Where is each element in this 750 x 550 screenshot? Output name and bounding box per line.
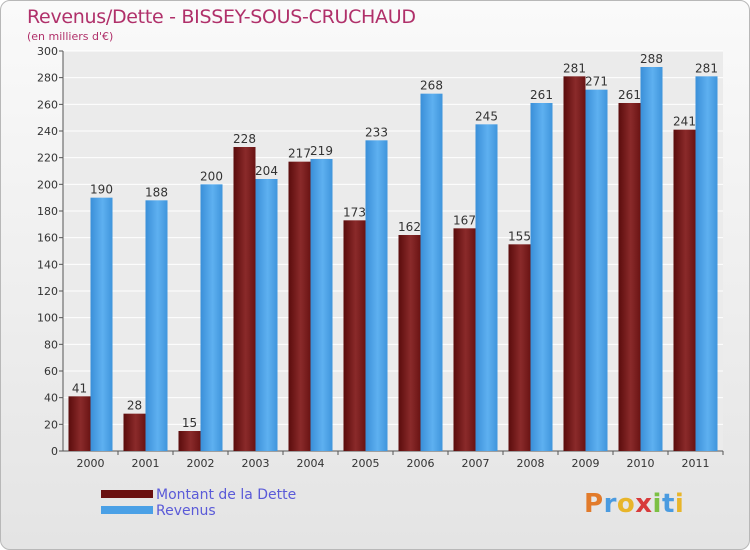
bar-debt-2008: [508, 244, 531, 451]
data-label-revenue-2007: 245: [475, 109, 498, 123]
legend-swatch-revenue: [101, 506, 153, 514]
data-label-debt-2005: 173: [343, 205, 366, 219]
x-tick-label: 2009: [572, 457, 600, 470]
y-tick-label: 200: [37, 178, 58, 191]
logo-letter: t: [661, 489, 675, 519]
data-label-debt-2006: 162: [398, 220, 421, 234]
bar-revenue-2005: [365, 140, 388, 452]
logo-letter: i: [674, 489, 685, 519]
bar-debt-2004: [288, 161, 311, 451]
data-label-debt-2003: 228: [233, 132, 256, 146]
x-tick-label: 2000: [77, 457, 105, 470]
x-tick-label: 2005: [352, 457, 380, 470]
data-label-revenue-2000: 190: [90, 183, 113, 197]
data-label-debt-2009: 281: [563, 61, 586, 75]
y-tick-label: 0: [51, 445, 58, 458]
legend-label-debt: Montant de la Dette: [156, 487, 297, 503]
legend-label-revenue: Revenus: [156, 503, 216, 519]
x-tick-label: 2010: [627, 457, 655, 470]
bar-revenue-2006: [420, 93, 443, 452]
legend-swatch-debt: [101, 490, 153, 498]
y-tick-label: 240: [37, 125, 58, 138]
x-tick-label: 2011: [682, 457, 710, 470]
bar-revenue-2002: [200, 184, 223, 452]
data-label-revenue-2006: 268: [420, 79, 443, 93]
data-label-debt-2010: 261: [618, 88, 641, 102]
logo-letter: P: [584, 489, 604, 519]
x-tick-label: 2004: [297, 457, 325, 470]
logo-letter: o: [616, 489, 636, 519]
data-label-revenue-2011: 281: [695, 61, 718, 75]
plot-area: [63, 51, 723, 451]
data-label-revenue-2009: 271: [585, 75, 608, 89]
data-label-debt-2002: 15: [182, 416, 197, 430]
y-tick-label: 120: [37, 285, 58, 298]
data-label-revenue-2003: 204: [255, 164, 278, 178]
logo-letter: x: [635, 489, 653, 519]
y-tick-label: 300: [37, 45, 58, 58]
data-label-revenue-2004: 219: [310, 144, 333, 158]
y-tick-label: 80: [44, 338, 58, 351]
data-label-debt-2011: 241: [673, 115, 696, 129]
y-tick-label: 60: [44, 365, 58, 378]
bar-revenue-2007: [475, 124, 498, 451]
logo-letter: r: [603, 489, 617, 519]
y-tick-label: 180: [37, 205, 58, 218]
data-label-debt-2004: 217: [288, 147, 311, 161]
bar-revenue-2011: [695, 76, 718, 451]
x-tick-label: 2006: [407, 457, 435, 470]
y-tick-label: 160: [37, 232, 58, 245]
proxiti-logo: Proxiti: [584, 489, 684, 519]
bar-revenue-2003: [255, 179, 278, 451]
data-label-debt-2008: 155: [508, 229, 531, 243]
x-tick-label: 2001: [132, 457, 160, 470]
x-tick-label: 2008: [517, 457, 545, 470]
data-label-debt-2007: 167: [453, 213, 476, 227]
data-label-revenue-2002: 200: [200, 169, 223, 183]
bar-revenue-2010: [640, 67, 663, 451]
bar-revenue-2004: [310, 159, 333, 451]
logo-letter: i: [652, 489, 662, 519]
chart-subtitle: (en milliers d'€): [27, 30, 114, 43]
bar-debt-2002: [178, 431, 201, 451]
y-tick-label: 220: [37, 152, 58, 165]
bar-debt-2001: [123, 413, 146, 451]
y-tick-label: 280: [37, 72, 58, 85]
bar-revenue-2008: [530, 103, 553, 451]
bar-debt-2007: [453, 228, 476, 451]
y-tick-label: 260: [37, 98, 58, 111]
bar-revenue-2001: [145, 200, 168, 451]
bar-debt-2006: [398, 235, 421, 451]
bar-revenue-2000: [90, 197, 113, 451]
data-label-revenue-2005: 233: [365, 125, 388, 139]
data-label-revenue-2008: 261: [530, 88, 553, 102]
y-tick-label: 20: [44, 418, 58, 431]
x-tick-label: 2007: [462, 457, 490, 470]
bar-debt-2003: [233, 147, 256, 451]
y-tick-label: 100: [37, 312, 58, 325]
chart-title: Revenus/Dette - BISSEY-SOUS-CRUCHAUD: [27, 6, 416, 28]
x-tick-label: 2002: [187, 457, 215, 470]
bar-debt-2010: [618, 103, 641, 451]
bar-debt-2005: [343, 220, 366, 451]
bar-debt-2000: [68, 396, 91, 451]
bar-debt-2009: [563, 76, 586, 451]
data-label-revenue-2001: 188: [145, 185, 168, 199]
bar-revenue-2009: [585, 89, 608, 452]
y-tick-label: 140: [37, 258, 58, 271]
y-tick-label: 40: [44, 392, 58, 405]
data-label-revenue-2010: 288: [640, 52, 663, 66]
data-label-debt-2001: 28: [127, 399, 142, 413]
data-label-debt-2000: 41: [72, 381, 87, 395]
bar-debt-2011: [673, 129, 696, 451]
x-tick-label: 2003: [242, 457, 270, 470]
